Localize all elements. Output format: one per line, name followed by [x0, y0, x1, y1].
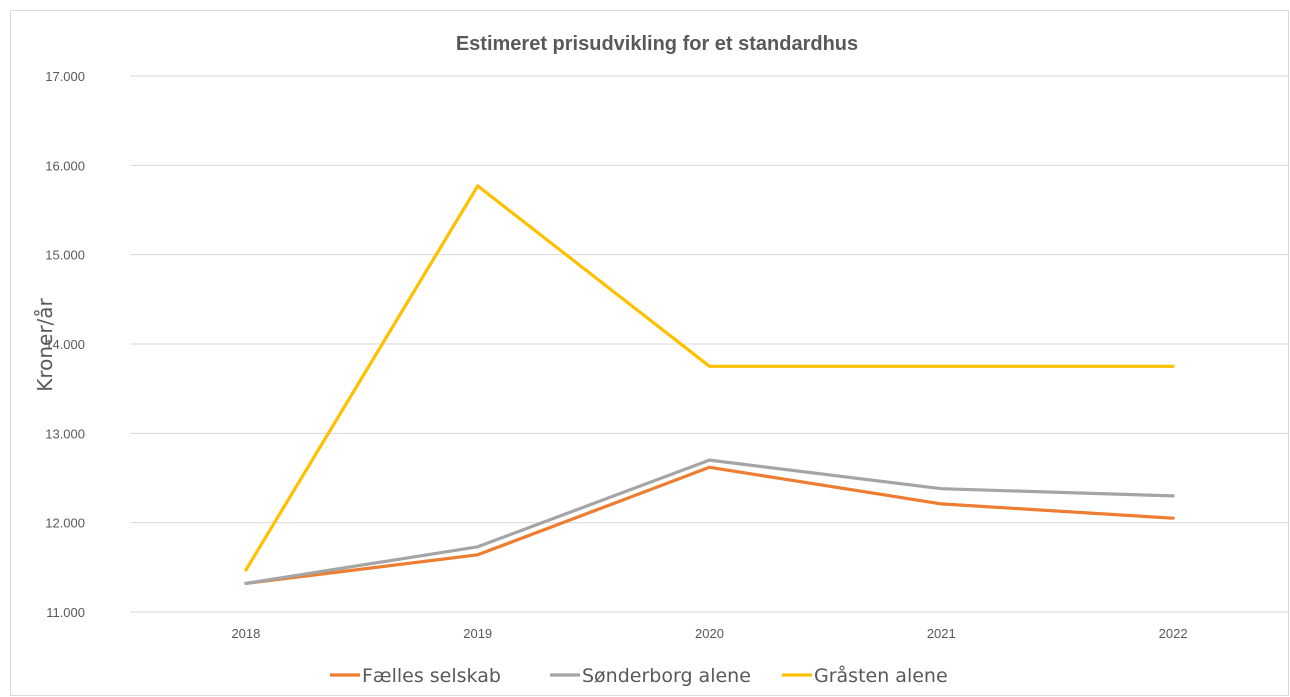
gridlines	[130, 75, 1289, 613]
y-tick-label: 13.000	[45, 426, 85, 441]
legend-label: Gråsten alene	[814, 664, 948, 687]
series-line-gr-sten-alene	[244, 184, 1175, 572]
legend-item-f-lles-selskab: Fælles selskab	[330, 665, 501, 687]
legend: Fælles selskab Sønderborg alene Gråsten al…	[330, 664, 948, 687]
x-tick-label: 2020	[695, 626, 724, 641]
y-tick-label: 12.000	[45, 516, 85, 531]
y-tick-label: 15.000	[45, 248, 85, 263]
x-tick-label: 2022	[1159, 626, 1188, 641]
x-tick-label: 2019	[463, 626, 492, 641]
y-axis-label: Kroner/år	[33, 297, 57, 391]
y-tick-label: 11.000	[46, 605, 85, 620]
x-tick-label: 2018	[231, 626, 260, 641]
series-line-s-nderborg-alene	[244, 458, 1175, 586]
chart-frame	[10, 10, 1289, 696]
y-tick-label: 17.000	[45, 69, 85, 84]
series-line-f-lles-selskab	[244, 465, 1175, 586]
x-tick-label: 2021	[927, 626, 956, 641]
legend-item-s-nderborg-alene: Sønderborg alene	[550, 665, 751, 687]
chart-title: Estimeret prisudvikling for et standardh…	[456, 33, 858, 55]
y-axis-ticks: 11.000 12.000 13.000 14.000 15.000 16.000 17.0…	[45, 69, 85, 620]
y-tick-label: 16.000	[45, 158, 85, 173]
legend-label: Sønderborg alene	[582, 665, 751, 687]
legend-item-gr-sten-alene: Gråsten alene	[782, 664, 948, 687]
legend-label: Fælles selskab	[362, 665, 501, 687]
y-tick-label: 14.000	[45, 337, 85, 352]
x-axis-ticks: 2018 2019 2020 2021 2022	[231, 626, 1187, 641]
series-lines	[244, 184, 1175, 586]
